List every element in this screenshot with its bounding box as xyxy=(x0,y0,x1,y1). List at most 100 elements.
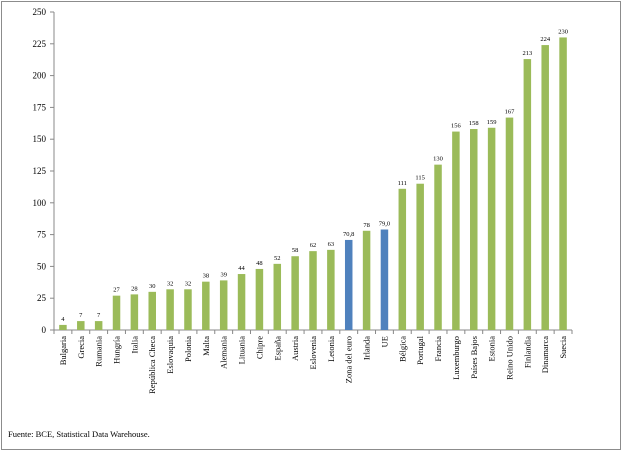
bar xyxy=(434,164,442,330)
bar xyxy=(94,321,103,330)
bar xyxy=(273,263,282,330)
y-tick-label: 250 xyxy=(33,7,47,17)
category-label: Suecia xyxy=(558,336,568,359)
source-note: Fuente: BCE, Statistical Data Warehouse. xyxy=(8,429,150,439)
bar xyxy=(380,229,389,330)
bar xyxy=(416,183,424,330)
category-label: España xyxy=(272,336,282,361)
bar xyxy=(59,324,67,330)
category-label: República Checa xyxy=(147,336,157,394)
value-label: 44 xyxy=(238,265,245,272)
value-label: 70,8 xyxy=(343,231,354,238)
bar xyxy=(559,37,567,330)
value-label: 156 xyxy=(451,123,462,130)
bar xyxy=(291,256,299,330)
value-label: 28 xyxy=(131,285,138,292)
bar xyxy=(237,274,246,330)
bar xyxy=(202,281,210,330)
bar xyxy=(184,289,192,330)
value-label: 27 xyxy=(113,287,120,294)
value-label: 7 xyxy=(79,312,83,319)
value-label: 111 xyxy=(398,180,407,187)
category-label: Polonia xyxy=(183,336,193,362)
value-label: 32 xyxy=(167,280,174,287)
category-label: Finlandia xyxy=(522,336,532,368)
y-tick-label: 225 xyxy=(33,39,47,49)
value-label: 158 xyxy=(469,120,479,127)
category-label: Rumania xyxy=(94,336,104,367)
value-label: 130 xyxy=(433,156,443,163)
category-label: Reino Unido xyxy=(504,336,514,380)
bar xyxy=(112,295,121,330)
y-tick-label: 100 xyxy=(33,198,47,208)
bar xyxy=(505,117,514,331)
category-label: Alemania xyxy=(219,336,229,369)
value-label: 7 xyxy=(97,312,101,319)
category-label: Bélgica xyxy=(397,336,407,362)
bar xyxy=(487,127,496,330)
y-tick-label: 50 xyxy=(37,261,47,271)
y-tick-label: 125 xyxy=(33,166,47,176)
bar xyxy=(130,294,139,330)
y-tick-label: 175 xyxy=(33,102,47,112)
value-label: 32 xyxy=(185,280,192,287)
category-label: Irlanda xyxy=(362,336,372,360)
value-label: 167 xyxy=(505,109,516,116)
category-label: Austria xyxy=(290,336,300,361)
value-label: 38 xyxy=(203,273,210,280)
category-label: Malta xyxy=(201,336,211,356)
bar xyxy=(541,45,549,331)
value-label: 230 xyxy=(558,28,568,35)
value-label: 58 xyxy=(292,247,299,254)
y-tick-label: 25 xyxy=(37,293,47,303)
bar xyxy=(148,291,156,330)
category-label: Estonia xyxy=(487,336,497,362)
value-label: 39 xyxy=(220,271,227,278)
value-label: 213 xyxy=(522,50,532,57)
value-label: 159 xyxy=(487,119,497,126)
bar xyxy=(309,251,317,330)
bar xyxy=(77,321,85,330)
value-label: 48 xyxy=(256,260,263,267)
value-label: 63 xyxy=(328,241,335,248)
category-label: Dinamarca xyxy=(540,336,550,374)
value-label: 79,0 xyxy=(379,221,390,228)
category-label: Países Bajos xyxy=(469,336,479,379)
bar xyxy=(219,280,228,330)
category-label: Italia xyxy=(129,336,139,354)
category-label: Hungría xyxy=(112,336,122,364)
bar xyxy=(362,230,371,330)
category-label: Bulgaria xyxy=(58,336,68,365)
y-tick-label: 0 xyxy=(42,325,47,335)
bar xyxy=(327,249,335,330)
category-label: Grecia xyxy=(76,336,86,359)
category-label: Eslovenia xyxy=(308,336,318,370)
value-label: 62 xyxy=(310,242,317,249)
category-label: Portugal xyxy=(415,335,425,364)
value-label: 78 xyxy=(363,222,370,229)
category-label: Luxemburgo xyxy=(451,336,461,380)
category-label: Zona del euro xyxy=(344,336,354,383)
category-label: Chipre xyxy=(254,336,264,359)
bar xyxy=(255,268,264,330)
y-tick-label: 200 xyxy=(33,71,47,81)
bar xyxy=(523,59,532,331)
bar xyxy=(470,129,478,330)
bar xyxy=(398,188,407,330)
value-label: 52 xyxy=(274,255,281,262)
category-label: Francia xyxy=(433,336,443,362)
y-tick-label: 75 xyxy=(37,230,47,240)
y-tick-label: 150 xyxy=(33,134,47,144)
category-label: Letonia xyxy=(326,336,336,362)
bar xyxy=(344,239,353,330)
category-label: UE xyxy=(379,336,389,347)
value-label: 224 xyxy=(540,36,551,43)
bar xyxy=(166,289,174,330)
value-label: 4 xyxy=(61,316,65,323)
bar xyxy=(452,131,460,330)
category-label: Lituania xyxy=(237,336,247,365)
value-label: 115 xyxy=(415,175,425,182)
category-label: Eslovaquia xyxy=(165,336,175,374)
